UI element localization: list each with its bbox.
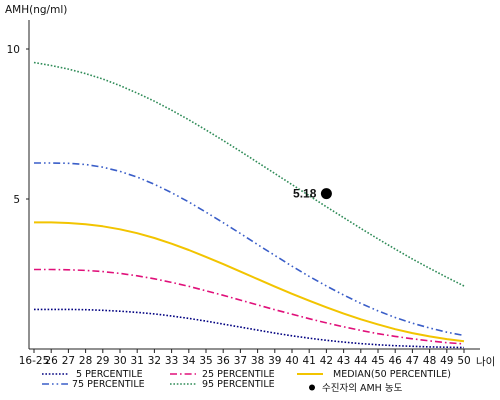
x-tick-label: 26 [45,355,59,367]
patient-data-label: 5.18 [293,187,317,201]
series-line [34,162,465,337]
x-tick-label: 28 [79,355,92,367]
x-tick-label: 33 [165,355,178,367]
x-tick-label: 30 [113,355,126,367]
x-tick-label: 45 [371,355,384,367]
x-tick-label: 46 [389,355,403,367]
y-tick-label: 5 [13,194,20,206]
axes [28,20,480,350]
x-tick-label: 38 [251,355,264,367]
x-tick-label: 34 [182,355,196,367]
x-tick-label: 16-25 [19,355,50,367]
y-axis-title: AMH(ng/ml) [5,4,67,16]
legend-label: 25 PERCENTILE [202,369,275,380]
x-tick-label: 32 [148,355,161,367]
legend-label: MEDIAN(50 PERCENTILE) [333,369,451,380]
points: 5.18 [293,187,332,201]
x-tick-label: 41 [303,355,316,367]
legend-label: 수진자의 AMH 농도 [322,383,403,394]
series-line [34,308,465,349]
x-tick-label: 40 [285,355,298,367]
x-tick-label: 29 [96,355,109,367]
x-tick-label: 27 [62,355,75,367]
x-tick-label: 36 [217,355,231,367]
y-tick-label: 10 [7,44,20,56]
legend: 5 PERCENTILE 25 PERCENTILE MEDIAN(50 PERCE… [42,369,451,394]
x-tick-label: 47 [406,355,419,367]
x-tick-label: 31 [131,355,144,367]
legend-label: 95 PERCENTILE [202,379,275,390]
x-tick-label: 35 [199,355,212,367]
x-tick-label: 48 [423,355,436,367]
x-tick-label: 39 [268,355,281,367]
legend-point-swatch [309,384,315,391]
x-tick-label: 44 [354,355,368,367]
x-tick-label: 37 [234,355,247,367]
patient-data-point [320,188,332,200]
x-axis-title: 나이 [476,356,495,368]
x-tick-label: 49 [440,355,453,367]
x-tick-label: 50 [457,355,470,367]
x-tick-label: 42 [320,355,333,367]
series-line [34,268,465,345]
series-line [33,61,465,287]
series-line [34,221,465,343]
series-lines [33,61,465,349]
y-ticks: 5 10 [7,44,29,206]
x-tick-label: 43 [337,355,350,367]
legend-label: 5 PERCENTILE [76,369,143,380]
legend-label: 75 PERCENTILE [72,379,145,390]
